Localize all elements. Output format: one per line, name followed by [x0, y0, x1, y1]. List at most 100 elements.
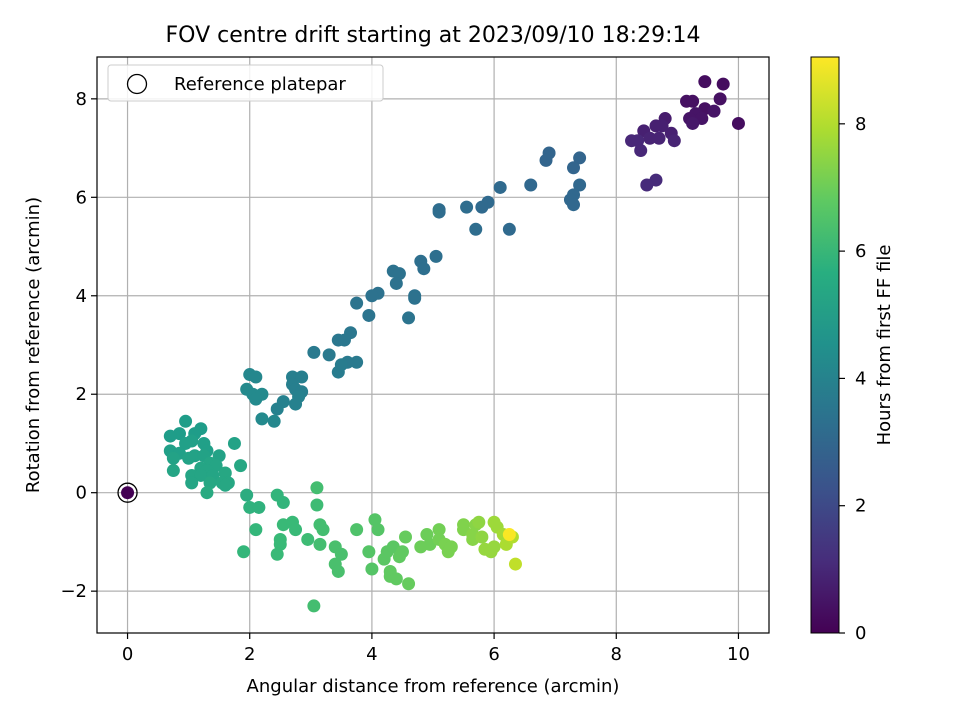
- data-point: [255, 412, 269, 426]
- data-point: [487, 515, 501, 529]
- data-point: [212, 449, 226, 463]
- y-tick-label: 0: [76, 483, 87, 504]
- data-point: [200, 486, 214, 500]
- data-point: [270, 402, 284, 416]
- colorbar-label: Hours from first FF file: [874, 245, 895, 446]
- y-tick-label: 6: [76, 187, 87, 208]
- data-point: [182, 451, 196, 465]
- data-point: [267, 414, 281, 428]
- data-point: [573, 151, 587, 165]
- data-point: [237, 545, 251, 559]
- x-tick-label: 8: [611, 644, 622, 665]
- reference-marker: [117, 482, 138, 503]
- y-tick-label: 4: [76, 286, 87, 307]
- plot-frame: [96, 56, 770, 634]
- colorbar-gradient: [810, 56, 840, 634]
- data-point: [686, 116, 700, 130]
- data-point: [420, 528, 434, 542]
- data-point: [716, 77, 730, 91]
- data-point: [194, 468, 208, 482]
- data-point: [389, 572, 403, 586]
- data-point: [301, 532, 315, 546]
- data-point: [444, 540, 458, 554]
- data-point: [243, 500, 257, 514]
- data-point: [307, 599, 321, 613]
- data-point: [493, 180, 507, 194]
- data-point: [270, 547, 284, 561]
- data-point: [362, 545, 376, 559]
- colorbar-tick-label: 2: [855, 496, 866, 517]
- colorbar: 0 2 4 6 8 Hours from first FF file: [810, 56, 895, 644]
- data-point: [502, 222, 516, 236]
- data-point: [460, 200, 474, 214]
- y-axis-label: Rotation from reference (arcmin): [23, 197, 44, 493]
- colorbar-ticks: 0 2 4 6 8: [839, 114, 866, 644]
- data-point: [432, 205, 446, 219]
- colorbar-tick-label: 8: [855, 114, 866, 135]
- data-point: [402, 577, 416, 591]
- x-tick-label: 2: [244, 644, 255, 665]
- data-point: [389, 276, 403, 290]
- data-point: [166, 464, 180, 478]
- data-point: [240, 488, 254, 502]
- data-point: [402, 311, 416, 325]
- data-point: [331, 564, 345, 578]
- legend-box: [107, 64, 384, 102]
- data-point: [249, 523, 263, 537]
- data-point: [227, 436, 241, 450]
- data-point: [417, 262, 431, 276]
- data-point: [731, 116, 745, 130]
- data-point: [179, 436, 193, 450]
- data-point: [270, 488, 284, 502]
- data-point: [350, 296, 364, 310]
- colorbar-tick-label: 6: [855, 241, 866, 262]
- data-point: [573, 178, 587, 192]
- data-point: [667, 134, 681, 148]
- data-point: [475, 200, 489, 214]
- data-point: [649, 119, 663, 133]
- data-point: [432, 523, 446, 537]
- data-point: [399, 530, 413, 544]
- data-point: [307, 345, 321, 359]
- data-point: [640, 178, 654, 192]
- data-point: [316, 523, 330, 537]
- x-tick-label: 4: [366, 644, 377, 665]
- data-point: [334, 547, 348, 561]
- data-point: [179, 414, 193, 428]
- data-point: [508, 557, 522, 571]
- data-point: [350, 523, 364, 537]
- data-point: [567, 161, 581, 175]
- data-point: [371, 523, 385, 537]
- data-point: [686, 94, 700, 108]
- data-point: [713, 92, 727, 106]
- data-points: [163, 75, 745, 613]
- data-point: [392, 550, 406, 564]
- chart-title: FOV centre drift starting at 2023/09/10 …: [166, 23, 701, 48]
- legend-marker-icon: [126, 73, 148, 95]
- data-point: [218, 478, 232, 492]
- legend: Reference platepar: [107, 64, 384, 102]
- data-point: [429, 249, 443, 263]
- x-tick-label: 10: [727, 644, 750, 665]
- data-point: [310, 498, 324, 512]
- data-point: [289, 397, 303, 411]
- data-point: [469, 222, 483, 236]
- data-point: [524, 178, 538, 192]
- data-point: [365, 562, 379, 576]
- data-point: [502, 528, 516, 542]
- data-point: [698, 75, 712, 89]
- data-point: [203, 476, 217, 490]
- data-point: [249, 392, 263, 406]
- data-point: [249, 370, 263, 384]
- data-point: [273, 537, 287, 551]
- data-point: [707, 104, 721, 118]
- colorbar-tick-label: 0: [855, 623, 866, 644]
- x-axis-ticks: 0 2 4 6 8 10: [122, 633, 750, 665]
- data-point: [643, 131, 657, 145]
- data-point: [163, 429, 177, 443]
- legend-label: Reference platepar: [174, 74, 346, 95]
- data-point: [252, 500, 266, 514]
- data-point: [185, 476, 199, 490]
- reference-marker-group: [117, 482, 138, 503]
